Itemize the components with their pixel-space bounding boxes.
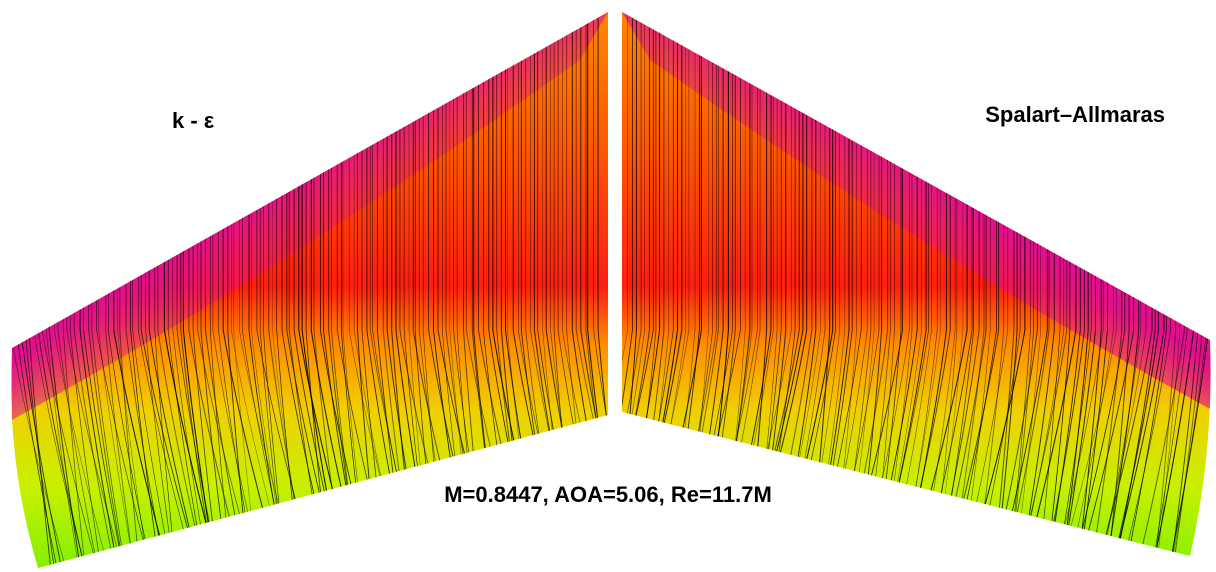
streakline bbox=[593, 12, 609, 568]
streakline bbox=[1151, 12, 1188, 556]
streakline bbox=[1110, 12, 1160, 556]
streakline bbox=[98, 12, 136, 568]
right-model-label: Spalart–Allmaras bbox=[985, 102, 1165, 127]
streakline bbox=[24, 12, 56, 568]
streakline bbox=[1099, 12, 1142, 556]
streakline bbox=[88, 12, 125, 568]
streakline bbox=[62, 12, 86, 568]
streakline bbox=[119, 12, 141, 568]
streakline bbox=[37, 12, 87, 568]
streakline bbox=[1151, 12, 1195, 556]
streakline bbox=[113, 12, 170, 568]
streakline bbox=[108, 12, 153, 568]
streakline bbox=[1110, 12, 1165, 556]
streakline bbox=[1120, 12, 1171, 556]
streakline bbox=[130, 12, 161, 568]
streakline bbox=[1095, 12, 1153, 556]
streakline bbox=[1167, 12, 1209, 556]
streakline bbox=[622, 12, 629, 556]
streakline bbox=[16, 12, 59, 568]
streakline bbox=[1153, 12, 1177, 556]
streakline bbox=[96, 12, 153, 568]
streakline bbox=[57, 12, 99, 568]
streakline bbox=[117, 12, 149, 568]
streakline bbox=[54, 12, 110, 568]
left-model-label: k - ε bbox=[172, 108, 215, 133]
streakline bbox=[66, 12, 125, 568]
streakline bbox=[28, 12, 52, 568]
streakline bbox=[1135, 12, 1185, 556]
streakline bbox=[622, 12, 633, 556]
streakline bbox=[125, 12, 167, 568]
streakline bbox=[597, 12, 609, 568]
streakline bbox=[41, 12, 99, 568]
streakline bbox=[1169, 12, 1207, 556]
streakline bbox=[73, 12, 116, 568]
streakline bbox=[69, 12, 102, 568]
streakline bbox=[1171, 12, 1203, 556]
streakline bbox=[83, 12, 125, 568]
streakline bbox=[45, 12, 80, 568]
streakline bbox=[91, 12, 127, 568]
conditions-label: M=0.8447, AOA=5.06, Re=11.7M bbox=[444, 482, 772, 507]
leading-edge-band bbox=[12, 12, 608, 420]
streakline bbox=[1124, 12, 1167, 556]
streakline bbox=[1155, 12, 1181, 556]
streakline bbox=[1104, 12, 1140, 556]
streakline bbox=[79, 12, 120, 568]
streakline bbox=[105, 12, 135, 568]
streakline bbox=[48, 12, 82, 568]
